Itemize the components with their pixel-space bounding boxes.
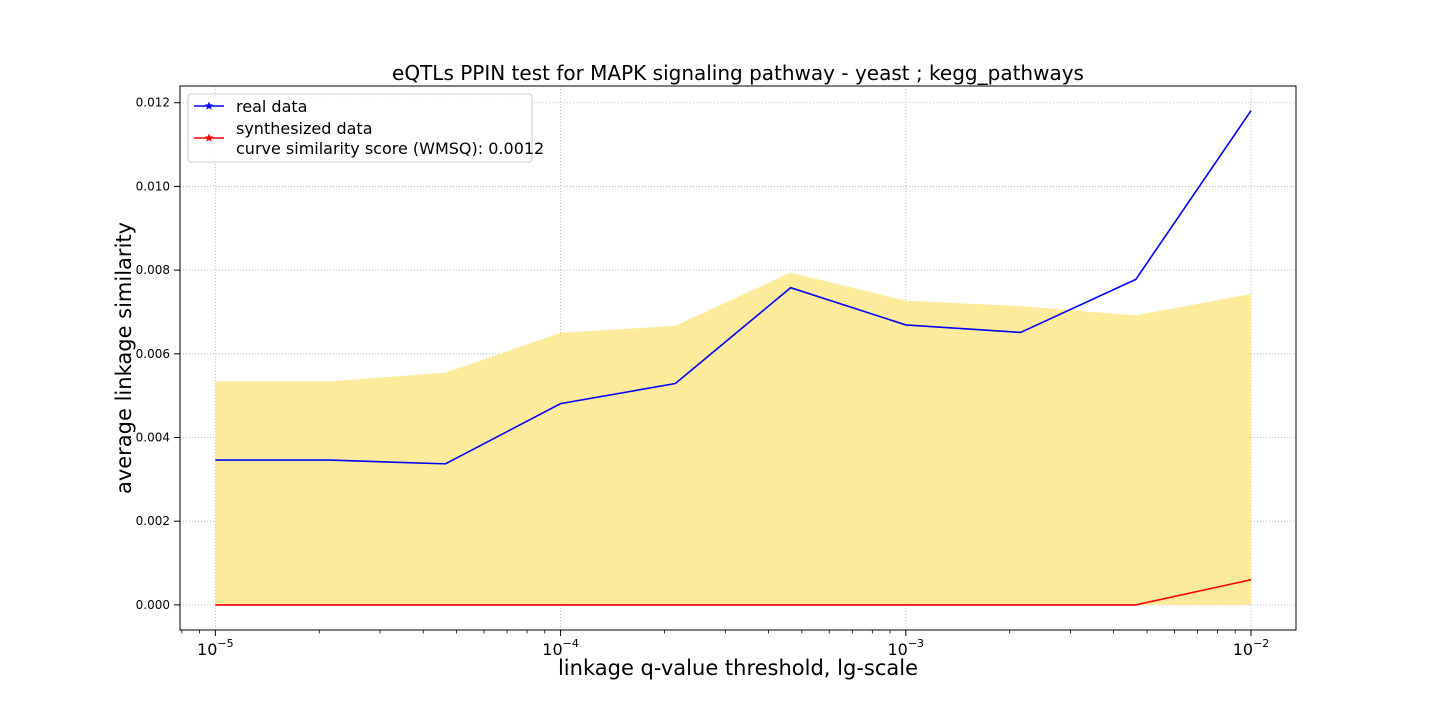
series-line-real-data <box>215 110 1252 465</box>
axes-frame <box>179 85 1297 631</box>
legend-box <box>187 93 533 163</box>
legend-label-real-data: real data <box>236 97 307 116</box>
y-tick-label: 0.008 <box>136 263 170 277</box>
x-tick-label: 10−5 <box>197 637 234 659</box>
legend-note: curve similarity score (WMSQ): 0.0012 <box>236 139 544 158</box>
plot-area: 10−5 10−4 10−3 10−2 0.000 0.002 0.004 0.006 0.00… <box>136 85 1297 659</box>
y-tick-label: 0.010 <box>136 179 170 193</box>
confidence-band <box>215 272 1252 605</box>
chart-title: eQTLs PPIN test for MAPK signaling pathw… <box>392 61 1084 85</box>
series-line-synthesized-data <box>215 578 1252 606</box>
y-axis-label: average linkage similarity <box>112 222 136 494</box>
legend-label-synthesized-data: synthesized data <box>236 119 373 138</box>
legend-marker-synthesized-data <box>204 133 214 142</box>
legend-marker-real-data <box>204 101 214 110</box>
y-tick-label: 0.000 <box>136 598 170 612</box>
x-tick-label: 10−4 <box>542 637 579 659</box>
y-tick-label: 0.002 <box>136 514 170 528</box>
x-axis-label: linkage q-value threshold, lg-scale <box>558 656 918 680</box>
y-tick-label: 0.004 <box>136 431 170 445</box>
y-tick-label: 0.006 <box>136 347 170 361</box>
y-tick-label: 0.012 <box>136 96 170 110</box>
x-tick-label: 10−3 <box>887 637 924 659</box>
x-tick-label: 10−2 <box>1233 637 1270 659</box>
